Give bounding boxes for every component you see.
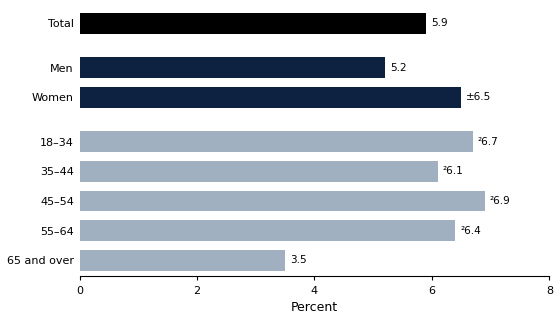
Bar: [80, 87, 461, 108]
Text: ²6.4: ²6.4: [460, 226, 481, 236]
Bar: [80, 161, 438, 182]
Text: 5.2: 5.2: [390, 63, 407, 73]
Text: ²6.9: ²6.9: [489, 196, 510, 206]
Text: ²6.7: ²6.7: [478, 137, 498, 147]
Bar: [80, 220, 455, 241]
Bar: [80, 57, 385, 78]
Text: 5.9: 5.9: [431, 18, 447, 28]
Text: 3.5: 3.5: [290, 255, 306, 265]
Bar: [80, 131, 473, 152]
Bar: [80, 250, 285, 271]
Text: ²6.1: ²6.1: [442, 166, 463, 176]
X-axis label: Percent: Percent: [291, 301, 338, 314]
Text: ±6.5: ±6.5: [466, 92, 491, 102]
Bar: [80, 191, 485, 211]
Bar: [80, 13, 426, 34]
